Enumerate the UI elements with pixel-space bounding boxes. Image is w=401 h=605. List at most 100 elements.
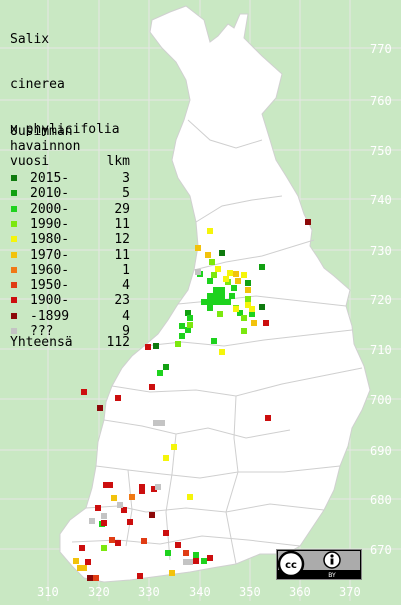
observation-dot xyxy=(233,306,239,312)
observation-dot xyxy=(245,302,251,308)
legend-title-line-1: Uusimman xyxy=(10,124,73,139)
legend-swatch xyxy=(11,220,17,227)
x-tick-label: 310 xyxy=(37,585,59,599)
observation-dot xyxy=(207,293,213,299)
observation-dot xyxy=(73,558,79,564)
observation-dot xyxy=(263,320,269,326)
observation-dot xyxy=(201,299,207,305)
legend-column-year: vuosi xyxy=(10,154,50,169)
observation-dot xyxy=(157,370,163,376)
legend-year-label: 2000- xyxy=(30,201,70,217)
legend-count: 12 xyxy=(114,232,130,248)
observation-dot xyxy=(201,558,207,564)
y-tick-label: 770 xyxy=(370,42,392,56)
observation-dot xyxy=(207,299,213,305)
legend-column-count: lkm xyxy=(106,154,130,169)
x-tick-label: 340 xyxy=(189,585,211,599)
legend-header: vuosi lkm xyxy=(10,154,134,169)
legend-row: ??? 9 xyxy=(10,324,134,339)
observation-dot xyxy=(205,252,211,258)
region-border xyxy=(195,195,283,223)
legend-count: 3 xyxy=(122,171,130,186)
y-tick-label: 740 xyxy=(370,193,392,207)
observation-dot xyxy=(211,272,217,278)
observation-dot xyxy=(251,320,257,326)
observation-dot xyxy=(305,219,311,225)
observation-dot xyxy=(229,293,235,299)
observation-dot xyxy=(111,495,117,501)
species-name-line-3: x phylicifolia xyxy=(10,122,120,137)
observation-dot xyxy=(175,341,181,347)
legend-total: Yhteensä 112 xyxy=(10,335,134,350)
observation-dot xyxy=(245,296,251,302)
observation-dot xyxy=(153,343,159,349)
region-border xyxy=(103,419,291,439)
observation-dot xyxy=(187,322,193,328)
legend-swatch xyxy=(11,328,17,334)
observation-dot xyxy=(163,530,169,536)
observation-dot xyxy=(165,550,171,556)
observation-dot xyxy=(217,311,223,317)
observation-dot xyxy=(259,304,265,310)
y-tick-label: 690 xyxy=(370,444,392,458)
legend-count: 5 xyxy=(122,186,130,202)
x-tick-label: 330 xyxy=(138,585,160,599)
observation-dot xyxy=(179,333,185,339)
observation-dot xyxy=(259,264,265,270)
observation-dot xyxy=(183,550,189,556)
region-border xyxy=(111,367,363,397)
y-tick-label: 670 xyxy=(370,543,392,557)
observation-dot xyxy=(137,573,143,579)
legend-count: 11 xyxy=(114,216,130,232)
observation-dot xyxy=(159,420,165,426)
observation-dot xyxy=(213,287,219,293)
observation-dot xyxy=(175,542,181,548)
legend-swatch xyxy=(11,236,17,243)
observation-dot xyxy=(241,328,247,334)
legend-year-label: 2015- xyxy=(30,171,70,186)
observation-dot xyxy=(107,482,113,488)
observation-dot xyxy=(171,444,177,450)
legend-swatch xyxy=(11,297,17,304)
observation-dot xyxy=(265,415,271,421)
observation-dot xyxy=(89,518,95,524)
observation-dot xyxy=(249,311,255,317)
observation-dot xyxy=(209,259,215,265)
observation-dot xyxy=(129,494,135,500)
cc-by-license-badge: cc BY xyxy=(276,549,362,580)
observation-dot xyxy=(151,486,157,492)
observation-dot xyxy=(93,575,99,581)
observation-dot xyxy=(207,555,213,561)
legend-row: 1950- 4 xyxy=(10,278,134,293)
observation-dot xyxy=(235,278,241,284)
legend-year-label: 1980- xyxy=(30,232,70,248)
legend-row: -1899 4 xyxy=(10,309,134,324)
observation-dot xyxy=(211,338,217,344)
observation-dot xyxy=(109,537,115,543)
legend-row: 1980- 12 xyxy=(10,232,134,247)
y-tick-label: 730 xyxy=(370,244,392,258)
observation-dot xyxy=(219,250,225,256)
region-border xyxy=(187,119,263,149)
legend-row: 1990- 11 xyxy=(10,217,134,232)
legend-swatch xyxy=(11,205,17,212)
legend-row: 2015- 3 xyxy=(10,171,134,186)
legend-title: Uusimman havainnon xyxy=(10,124,80,154)
observation-dot xyxy=(207,305,213,311)
legend-year-label: 1900- xyxy=(30,293,70,309)
observation-dot xyxy=(187,315,193,321)
legend-title-line-2: havainnon xyxy=(10,139,81,154)
observation-dot xyxy=(153,420,159,426)
observation-dot xyxy=(139,488,145,494)
observation-dot xyxy=(87,575,93,581)
legend-row: 2000- 29 xyxy=(10,202,134,217)
observation-dot xyxy=(213,293,219,299)
observation-dot xyxy=(187,494,193,500)
legend-count: 11 xyxy=(114,247,130,263)
by-icon xyxy=(323,551,341,569)
observation-dot xyxy=(139,484,145,490)
legend-total-label: Yhteensä xyxy=(10,335,73,350)
legend-swatch xyxy=(11,190,17,197)
observation-dots xyxy=(73,219,311,581)
